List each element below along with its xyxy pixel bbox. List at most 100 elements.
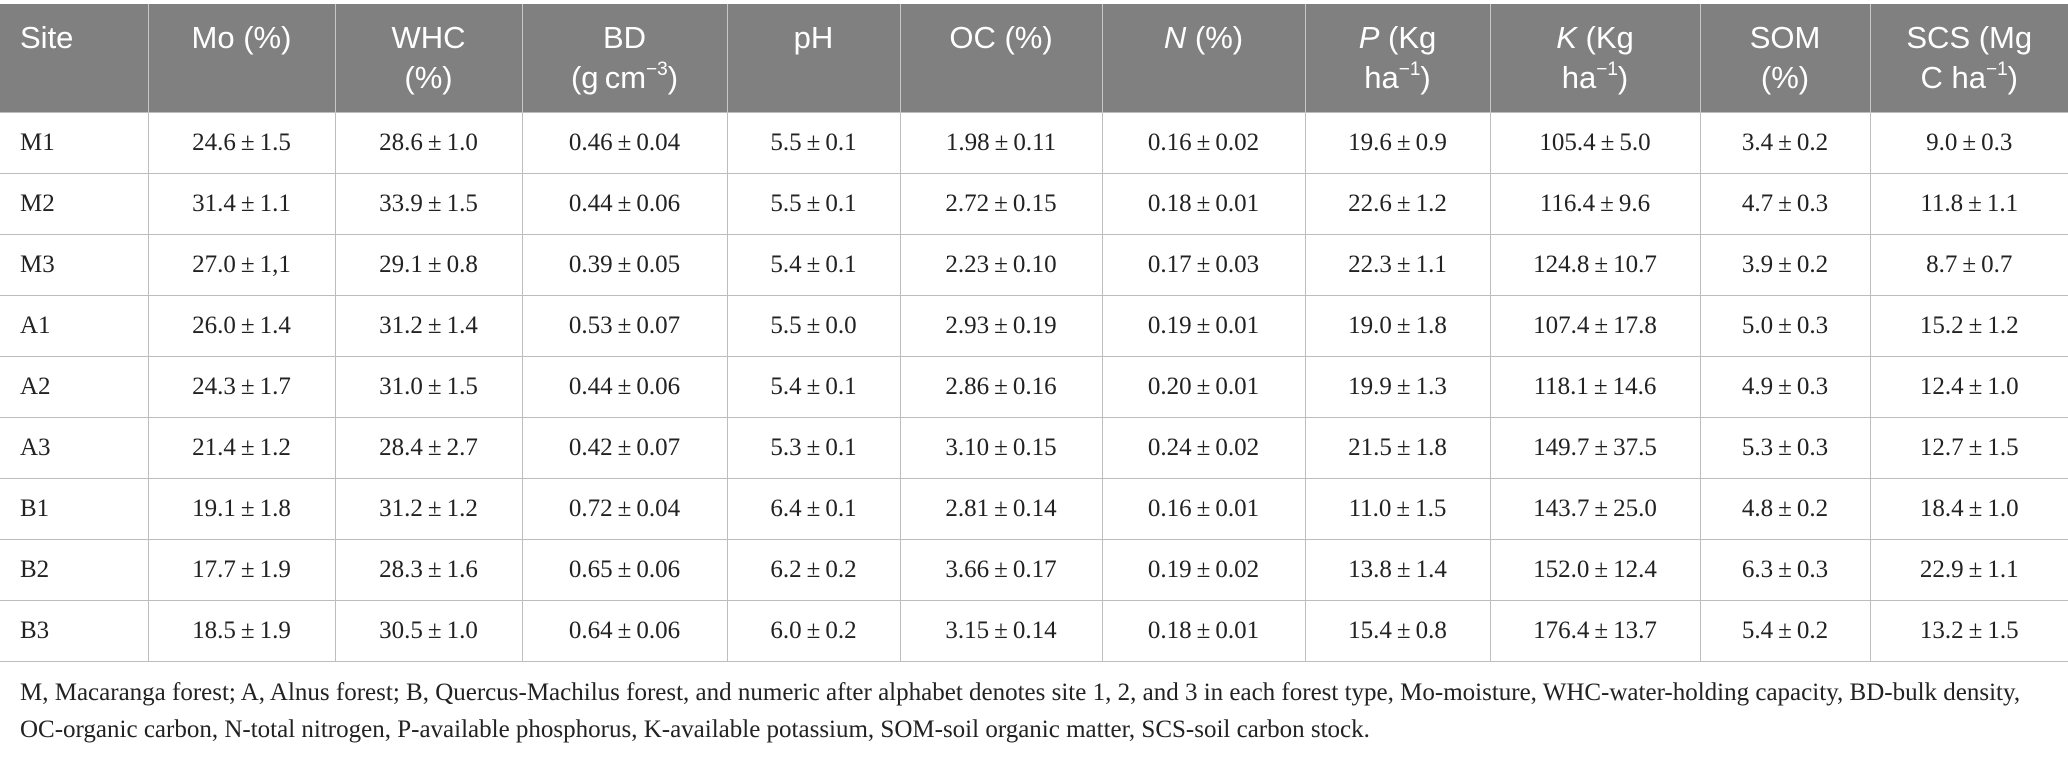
value-cell-n: 0.16 ± 0.02 (1101, 112, 1305, 174)
value-cell-oc: 3.10 ± 0.15 (899, 417, 1102, 479)
value-cell-whc: 31.2 ± 1.2 (334, 478, 522, 540)
value-cell-mo: 26.0 ± 1.4 (147, 295, 335, 357)
table-footnote: M, Macaranga forest; A, Alnus forest; B,… (20, 679, 2021, 743)
value-cell-p: 13.8 ± 1.4 (1304, 539, 1490, 601)
value-cell-bd: 0.65 ± 0.06 (521, 539, 727, 601)
value-cell-oc: 2.72 ± 0.15 (899, 173, 1102, 235)
value-cell-som: 6.3 ± 0.3 (1699, 539, 1870, 601)
value-cell-ph: 5.5 ± 0.0 (726, 295, 900, 357)
value-cell-k: 107.4 ± 17.8 (1489, 295, 1700, 357)
value-cell-k: 124.8 ± 10.7 (1489, 234, 1700, 296)
value-cell-p: 11.0 ± 1.5 (1304, 478, 1490, 540)
value-cell-scs: 22.9 ± 1.1 (1869, 539, 2068, 601)
value-cell-k: 116.4 ± 9.6 (1489, 173, 1700, 235)
column-header-mo: Mo (%) (147, 4, 335, 113)
site-cell: A2 (0, 356, 148, 418)
value-cell-som: 4.7 ± 0.3 (1699, 173, 1870, 235)
value-cell-scs: 8.7 ± 0.7 (1869, 234, 2068, 296)
value-cell-scs: 12.4 ± 1.0 (1869, 356, 2068, 418)
value-cell-k: 176.4 ± 13.7 (1489, 600, 1700, 662)
site-cell: A3 (0, 417, 148, 479)
table-row: B2 17.7 ± 1.9 28.3 ± 1.6 0.65 ± 0.06 6.2 ± 0… (0, 539, 2068, 601)
value-cell-k: 143.7 ± 25.0 (1489, 478, 1700, 540)
value-cell-oc: 3.15 ± 0.14 (899, 600, 1102, 662)
value-cell-whc: 30.5 ± 1.0 (334, 600, 522, 662)
value-cell-ph: 5.3 ± 0.1 (726, 417, 900, 479)
value-cell-oc: 3.66 ± 0.17 (899, 539, 1102, 601)
value-cell-scs: 12.7 ± 1.5 (1869, 417, 2068, 479)
value-cell-scs: 11.8 ± 1.1 (1869, 173, 2068, 235)
table-body: M1 24.6 ± 1.5 28.6 ± 1.0 0.46 ± 0.04 5.5 ± 0… (0, 112, 2068, 662)
value-cell-p: 22.3 ± 1.1 (1304, 234, 1490, 296)
site-cell: B1 (0, 478, 148, 540)
value-cell-bd: 0.39 ± 0.05 (521, 234, 727, 296)
column-header-p: P (Kg ha−1) (1304, 4, 1490, 113)
value-cell-bd: 0.46 ± 0.04 (521, 112, 727, 174)
value-cell-scs: 9.0 ± 0.3 (1869, 112, 2068, 174)
site-cell: M3 (0, 234, 148, 296)
value-cell-oc: 2.23 ± 0.10 (899, 234, 1102, 296)
header-row: Site Mo (%) WHC (%) BD (g cm−3) pH OC (%) N (%) P… (0, 4, 2068, 113)
table-row: A3 21.4 ± 1.2 28.4 ± 2.7 0.42 ± 0.07 5.3 ± 0… (0, 417, 2068, 479)
soil-properties-table: Site Mo (%) WHC (%) BD (g cm−3) pH OC (%) N (%) P… (0, 4, 2068, 662)
value-cell-bd: 0.42 ± 0.07 (521, 417, 727, 479)
value-cell-n: 0.18 ± 0.01 (1101, 600, 1305, 662)
value-cell-n: 0.17 ± 0.03 (1101, 234, 1305, 296)
value-cell-ph: 5.4 ± 0.1 (726, 234, 900, 296)
value-cell-ph: 5.4 ± 0.1 (726, 356, 900, 418)
value-cell-bd: 0.44 ± 0.06 (521, 356, 727, 418)
value-cell-whc: 29.1 ± 0.8 (334, 234, 522, 296)
value-cell-k: 118.1 ± 14.6 (1489, 356, 1700, 418)
value-cell-p: 15.4 ± 0.8 (1304, 600, 1490, 662)
value-cell-n: 0.19 ± 0.02 (1101, 539, 1305, 601)
value-cell-som: 5.4 ± 0.2 (1699, 600, 1870, 662)
value-cell-bd: 0.53 ± 0.07 (521, 295, 727, 357)
value-cell-som: 3.9 ± 0.2 (1699, 234, 1870, 296)
value-cell-mo: 27.0 ± 1,1 (147, 234, 335, 296)
value-cell-ph: 5.5 ± 0.1 (726, 173, 900, 235)
table-row: A2 24.3 ± 1.7 31.0 ± 1.5 0.44 ± 0.06 5.4 ± 0… (0, 356, 2068, 418)
value-cell-scs: 18.4 ± 1.0 (1869, 478, 2068, 540)
table-header: Site Mo (%) WHC (%) BD (g cm−3) pH OC (%) N (%) P… (0, 4, 2068, 113)
value-cell-whc: 28.6 ± 1.0 (334, 112, 522, 174)
value-cell-n: 0.18 ± 0.01 (1101, 173, 1305, 235)
column-header-bd: BD (g cm−3) (521, 4, 727, 113)
value-cell-som: 4.8 ± 0.2 (1699, 478, 1870, 540)
value-cell-bd: 0.44 ± 0.06 (521, 173, 727, 235)
site-cell: B2 (0, 539, 148, 601)
site-cell: A1 (0, 295, 148, 357)
value-cell-whc: 28.4 ± 2.7 (334, 417, 522, 479)
soil-properties-table-container: Site Mo (%) WHC (%) BD (g cm−3) pH OC (%) N (%) P… (0, 4, 2068, 662)
value-cell-mo: 21.4 ± 1.2 (147, 417, 335, 479)
column-header-ph: pH (726, 4, 900, 113)
value-cell-oc: 1.98 ± 0.11 (899, 112, 1102, 174)
value-cell-n: 0.16 ± 0.01 (1101, 478, 1305, 540)
value-cell-oc: 2.81 ± 0.14 (899, 478, 1102, 540)
site-cell: M2 (0, 173, 148, 235)
value-cell-n: 0.20 ± 0.01 (1101, 356, 1305, 418)
value-cell-p: 21.5 ± 1.8 (1304, 417, 1490, 479)
table-row: M3 27.0 ± 1,1 29.1 ± 0.8 0.39 ± 0.05 5.4 ± 0… (0, 234, 2068, 296)
value-cell-whc: 28.3 ± 1.6 (334, 539, 522, 601)
value-cell-scs: 15.2 ± 1.2 (1869, 295, 2068, 357)
value-cell-mo: 31.4 ± 1.1 (147, 173, 335, 235)
value-cell-p: 19.0 ± 1.8 (1304, 295, 1490, 357)
table-row: M2 31.4 ± 1.1 33.9 ± 1.5 0.44 ± 0.06 5.5 ± 0… (0, 173, 2068, 235)
value-cell-mo: 24.6 ± 1.5 (147, 112, 335, 174)
value-cell-k: 149.7 ± 37.5 (1489, 417, 1700, 479)
value-cell-mo: 19.1 ± 1.8 (147, 478, 335, 540)
column-header-n: N (%) (1101, 4, 1305, 113)
value-cell-som: 3.4 ± 0.2 (1699, 112, 1870, 174)
value-cell-bd: 0.64 ± 0.06 (521, 600, 727, 662)
value-cell-whc: 31.2 ± 1.4 (334, 295, 522, 357)
value-cell-scs: 13.2 ± 1.5 (1869, 600, 2068, 662)
value-cell-whc: 31.0 ± 1.5 (334, 356, 522, 418)
value-cell-n: 0.19 ± 0.01 (1101, 295, 1305, 357)
site-cell: M1 (0, 112, 148, 174)
value-cell-som: 5.0 ± 0.3 (1699, 295, 1870, 357)
value-cell-som: 5.3 ± 0.3 (1699, 417, 1870, 479)
value-cell-oc: 2.93 ± 0.19 (899, 295, 1102, 357)
column-header-k: K (Kg ha−1) (1489, 4, 1700, 113)
column-header-scs: SCS (Mg C ha−1) (1869, 4, 2068, 113)
table-row: M1 24.6 ± 1.5 28.6 ± 1.0 0.46 ± 0.04 5.5 ± 0… (0, 112, 2068, 174)
